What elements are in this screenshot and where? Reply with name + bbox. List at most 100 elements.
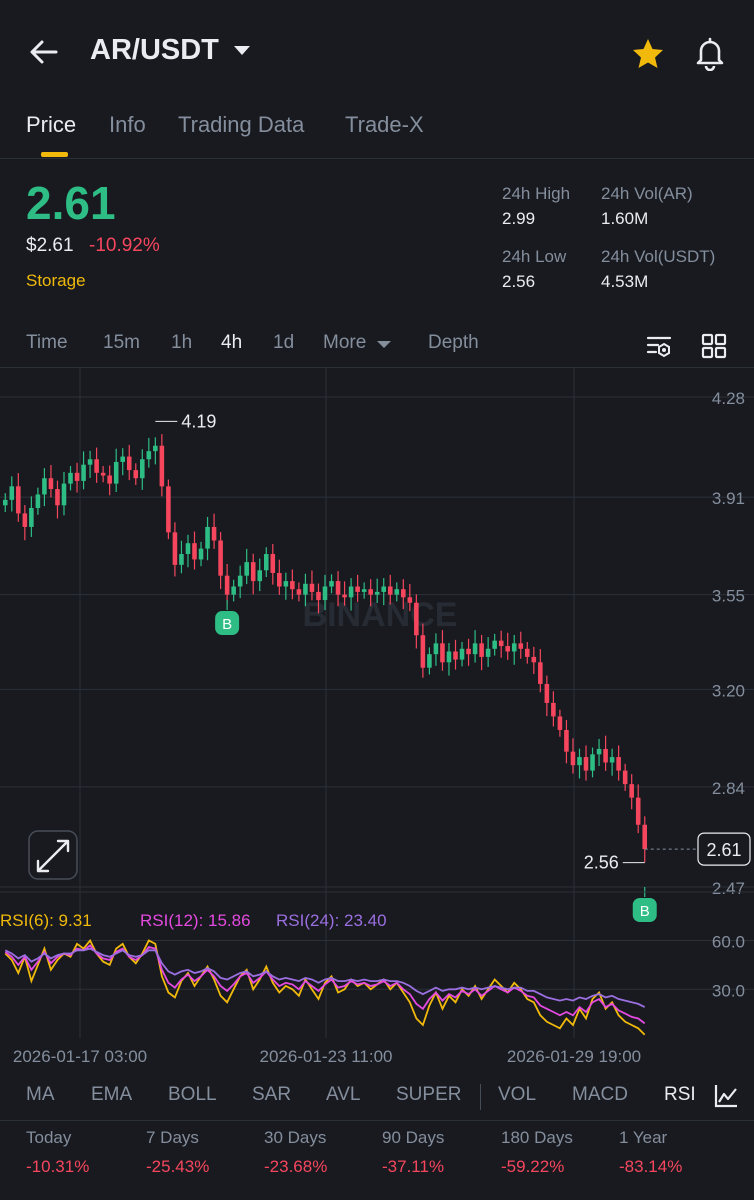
grid-layout-icon[interactable]: [700, 332, 728, 360]
candle-body: [2, 499, 8, 506]
candle-body: [277, 572, 282, 587]
interval-depth[interactable]: Depth: [428, 332, 479, 353]
bell-icon[interactable]: [692, 35, 728, 71]
tab-info[interactable]: Info: [109, 112, 146, 137]
candle-body: [192, 543, 197, 560]
candle-body: [544, 683, 550, 703]
candle-body: [140, 459, 145, 479]
candle-body: [185, 543, 191, 555]
rsi-legend-label: RSI(24): 23.40: [276, 911, 387, 930]
perf-label: 1 Year: [619, 1128, 668, 1147]
x-tick-label: 2026-01-17 03:00: [13, 1047, 147, 1066]
candle-body: [113, 461, 119, 484]
candle-body: [531, 656, 537, 663]
candle-body: [414, 602, 419, 636]
candle-body: [303, 583, 308, 595]
candle-body: [498, 640, 504, 647]
candles: [2, 434, 648, 863]
candle-body: [61, 483, 67, 506]
candle-body: [81, 464, 86, 481]
indicator-chart-icon[interactable]: [712, 1082, 740, 1110]
candle-body: [381, 586, 387, 592]
candle-body: [55, 489, 60, 506]
stat-vol-base-value: 1.60M: [601, 209, 649, 228]
candle-body: [211, 526, 217, 541]
candle-body: [479, 643, 484, 657]
indicator-rsi[interactable]: RSI: [664, 1084, 696, 1105]
indicator-vol[interactable]: VOL: [498, 1084, 537, 1105]
interval-4h[interactable]: 4h: [221, 332, 243, 353]
candle-body: [94, 459, 99, 473]
caret-down-icon[interactable]: [234, 46, 250, 55]
indicator-ma[interactable]: MA: [26, 1084, 55, 1105]
perf-label: 30 Days: [264, 1128, 327, 1147]
candle-body: [218, 540, 223, 576]
indicator-super[interactable]: SUPER: [396, 1084, 462, 1105]
candle-body: [564, 729, 569, 752]
caret-down-icon[interactable]: [377, 341, 391, 348]
candle-body: [244, 562, 249, 576]
divider: [0, 1120, 754, 1121]
indicator-avl[interactable]: AVL: [326, 1084, 361, 1105]
arrow-left-icon[interactable]: [26, 34, 62, 70]
stat-vol-quote-value: 4.53M: [601, 272, 649, 291]
interval-time[interactable]: Time: [26, 332, 68, 353]
stat-low-value: 2.56: [502, 272, 536, 291]
candle-body: [159, 445, 165, 487]
candle-body: [107, 475, 112, 484]
tab-price[interactable]: Price: [26, 112, 77, 137]
candle-body: [577, 757, 582, 766]
interval-1h[interactable]: 1h: [171, 332, 193, 353]
tab-trade-x[interactable]: Trade-X: [345, 112, 424, 137]
candle-body: [146, 451, 152, 460]
rsi-tick-label: 60.0: [712, 933, 745, 952]
expand-icon[interactable]: [28, 830, 78, 880]
chart-settings-icon[interactable]: [645, 332, 673, 360]
candle-body: [616, 757, 621, 771]
candle-body: [453, 651, 458, 660]
pair-title[interactable]: AR/USDT: [90, 34, 219, 66]
tab-trading-data[interactable]: Trading Data: [178, 112, 305, 137]
category-tag[interactable]: Storage: [26, 271, 86, 290]
indicator-sar[interactable]: SAR: [252, 1084, 292, 1105]
performance-row: Today -10.31% 7 Days -25.43% 30 Days -23…: [0, 1120, 754, 1200]
perf-value: -25.43%: [146, 1157, 210, 1176]
watermark: BINANCE: [303, 596, 458, 634]
candle-body: [570, 751, 576, 766]
interval-15m[interactable]: 15m: [103, 332, 140, 353]
star-icon[interactable]: [630, 36, 666, 72]
perf-value: -10.31%: [26, 1157, 90, 1176]
active-tab-indicator: [41, 152, 68, 157]
price-chart[interactable]: BINANCE 4.28 3.91 3.55 3.20 2.84 2.47 4.19 2.5…: [0, 368, 754, 1076]
perf-value: -83.14%: [619, 1157, 683, 1176]
indicator-boll[interactable]: BOLL: [168, 1084, 217, 1105]
rsi-line-rsi12: [4, 944, 646, 1025]
candle-body: [231, 586, 236, 595]
current-price-label: 2.61: [706, 840, 741, 860]
indicator-ema[interactable]: EMA: [91, 1084, 133, 1105]
interval-1d[interactable]: 1d: [273, 332, 295, 353]
candle-body: [596, 748, 602, 755]
indicator-macd[interactable]: MACD: [572, 1084, 628, 1105]
candle-body: [420, 635, 426, 668]
rsi-line-rsi6: [4, 938, 646, 1036]
candle-body: [100, 472, 106, 476]
stat-high-label: 24h High: [502, 184, 571, 203]
x-axis: 2026-01-17 03:00 2026-01-23 11:00 2026-01-…: [13, 1047, 641, 1066]
candle-body: [342, 594, 347, 598]
candle-body: [446, 651, 452, 663]
main-tabs: Price Info Trading Data Trade-X: [0, 108, 754, 158]
candle-body: [316, 591, 321, 601]
indicator-bar: MA EMA BOLL SAR AVL SUPER VOL MACD RSI: [0, 1076, 754, 1120]
candle-body: [511, 643, 517, 652]
header: AR/USDT: [0, 0, 754, 104]
low-marker-label: 2.56: [584, 853, 619, 873]
candle-body: [48, 478, 54, 490]
candle-body: [29, 507, 34, 527]
high-marker-label: 4.19: [181, 411, 216, 431]
candle-body: [257, 570, 263, 582]
fiat-price: $2.61: [26, 235, 74, 256]
divider: [0, 158, 754, 159]
divider: [0, 367, 754, 368]
interval-more[interactable]: More: [323, 332, 367, 353]
